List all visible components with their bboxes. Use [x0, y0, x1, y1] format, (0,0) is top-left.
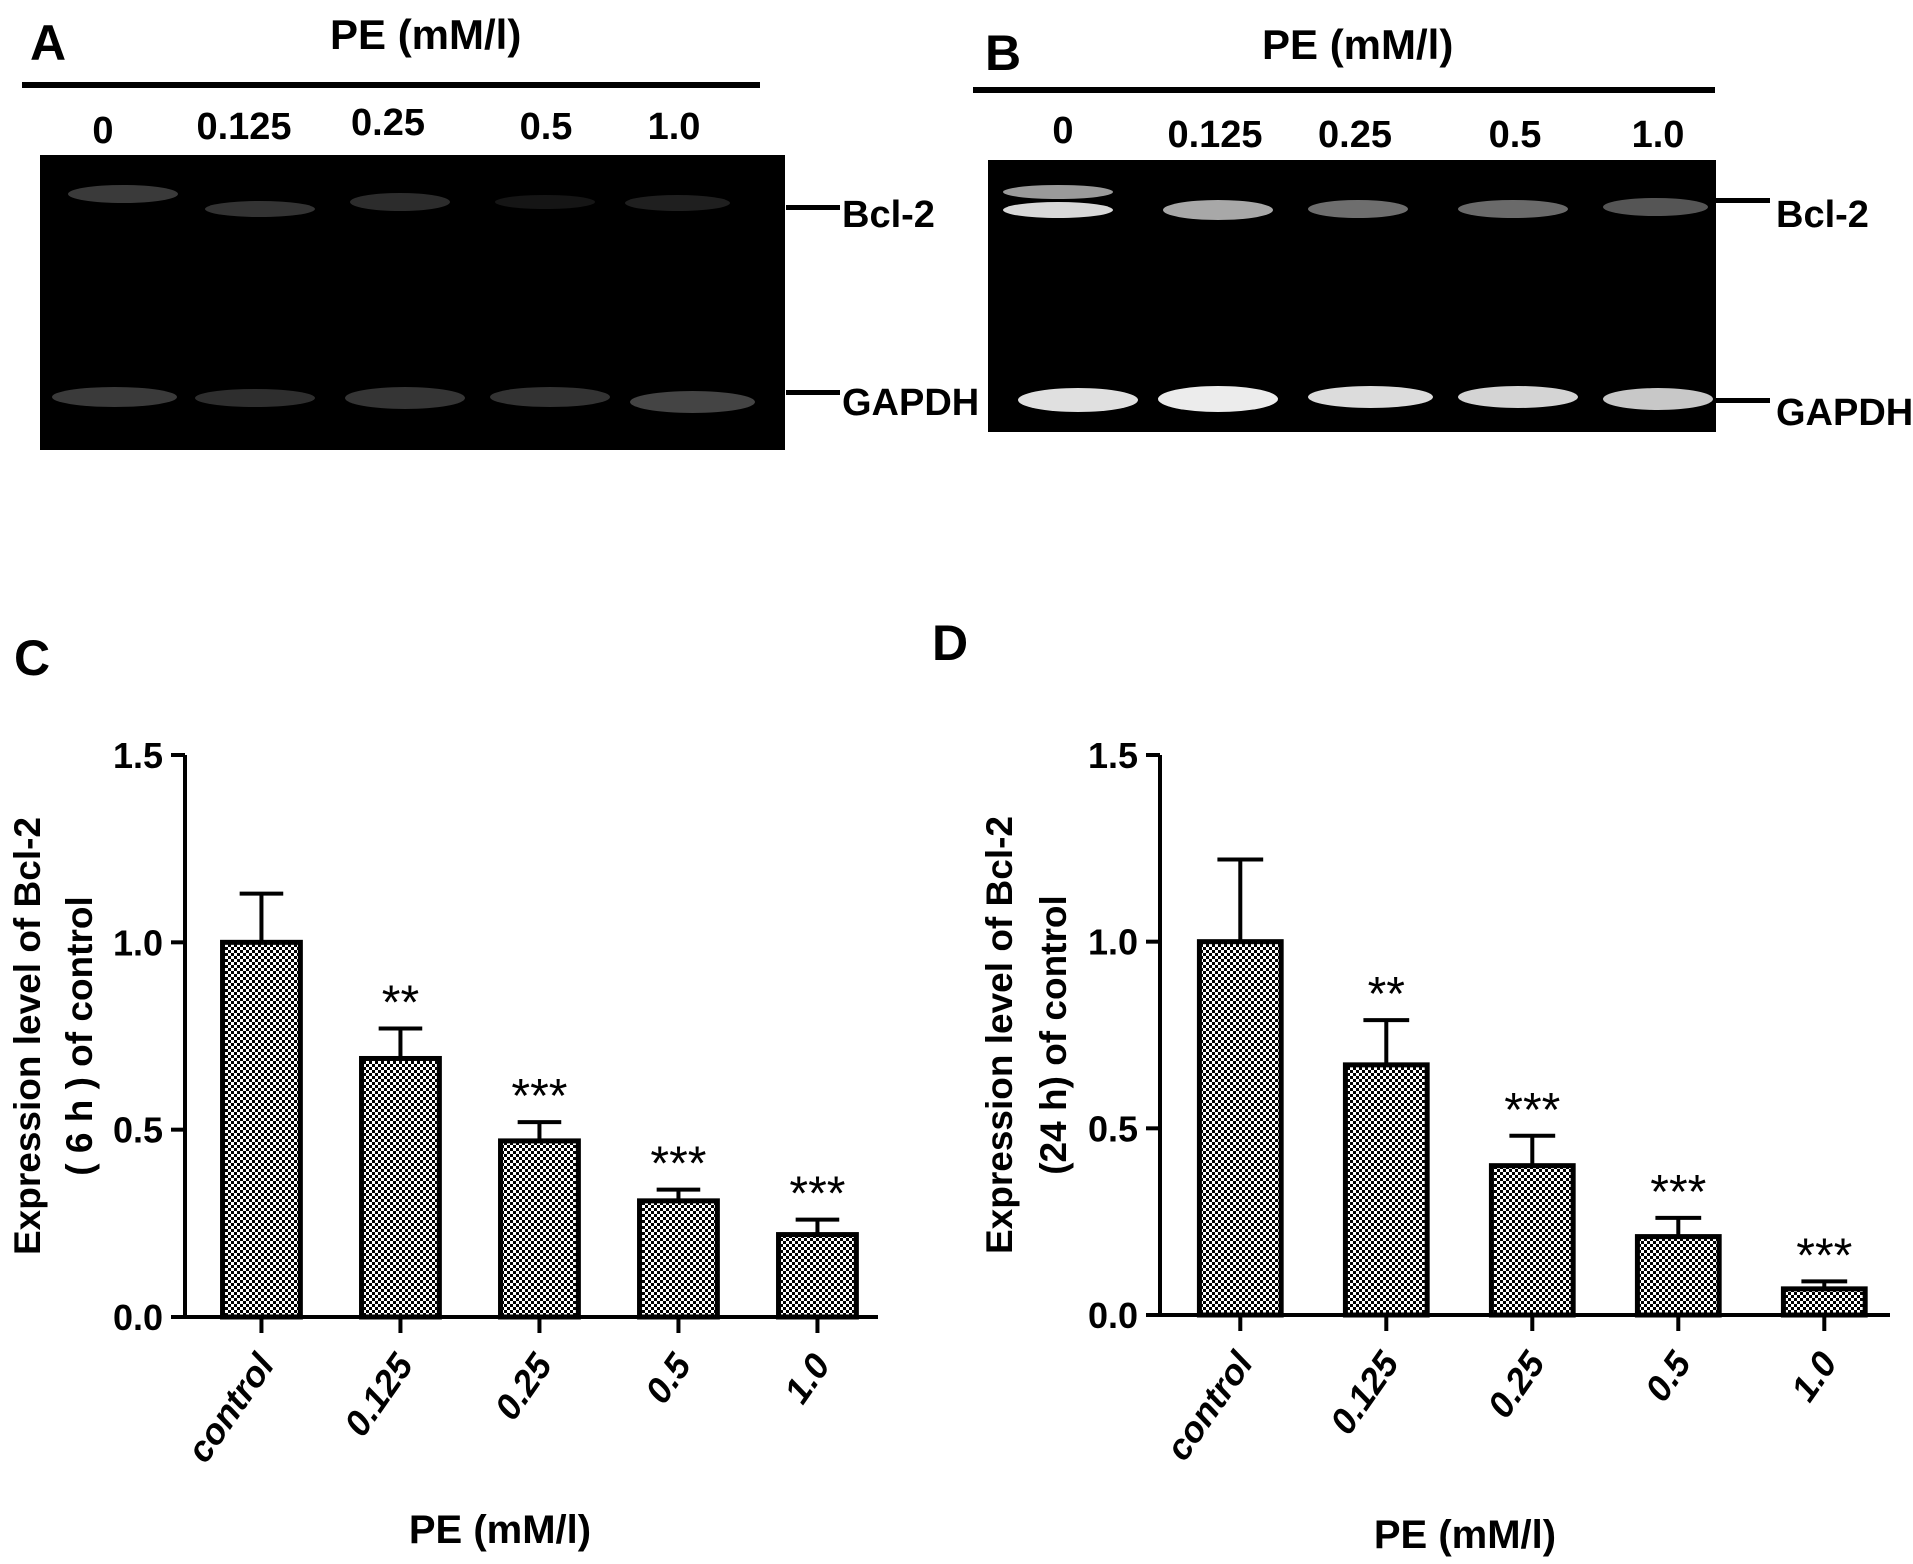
chart-d-bar-chart: 0.0 0.5 1.0 1.5 control 0.125 ** 0.25 *** 0.5 *** 1…	[979, 735, 1890, 1557]
panel-a-gel-image	[40, 155, 785, 450]
x-tick-label: 1.0	[1783, 1344, 1845, 1409]
bar	[637, 1198, 720, 1320]
bar	[1488, 1163, 1576, 1318]
chart-c-bar-chart: 0.0 0.5 1.0 1.5 control 0.125 ** 0.25 *** 0.5 *** 1…	[7, 735, 878, 1552]
gel-band	[1003, 202, 1113, 218]
gel-band	[1603, 388, 1713, 410]
significance-label: ***	[650, 1138, 706, 1191]
y-tick-label: 1.0	[113, 922, 163, 963]
panel-b-title: PE (mM/l)	[1262, 21, 1454, 68]
panel-b-gapdh-label: GAPDH	[1776, 392, 1913, 434]
panel-b-lane-label: 1.0	[1631, 114, 1685, 156]
gel-band	[495, 195, 595, 209]
gel-band	[1018, 388, 1138, 412]
x-tick-label: 0.25	[1479, 1343, 1553, 1425]
panel-a-lane-label: 0.25	[351, 102, 425, 144]
panel-c-letter: C	[14, 630, 51, 686]
bar	[220, 939, 303, 1320]
significance-label: ***	[1504, 1084, 1560, 1137]
y-tick-label: 0.5	[113, 1110, 163, 1151]
x-tick-label: control	[1157, 1343, 1261, 1467]
gel-band	[1308, 200, 1408, 218]
panel-a-title: PE (mM/l)	[330, 11, 522, 58]
significance-label: ***	[789, 1168, 845, 1221]
panel-b-gapdh-marker	[1716, 398, 1770, 403]
gel-band	[205, 201, 315, 217]
y-axis-label: (24 h) of control	[1033, 895, 1074, 1175]
panel-b-bcl2-label: Bcl-2	[1776, 194, 1869, 236]
gel-band	[630, 391, 755, 413]
panel-b-lane-label: 0.125	[1167, 114, 1263, 156]
y-tick-label: 1.5	[1088, 735, 1138, 776]
panel-a-lane-label: 0.5	[519, 106, 573, 148]
gel-band	[1003, 185, 1113, 199]
gel-band	[1603, 198, 1708, 216]
panel-a-letter: A	[30, 15, 67, 71]
panel-b-bcl2-marker	[1716, 198, 1770, 203]
bar	[359, 1055, 442, 1320]
gel-band	[1158, 386, 1278, 412]
panel-b-gel-image	[988, 160, 1716, 432]
bar	[1634, 1234, 1722, 1318]
bar	[1780, 1286, 1868, 1318]
panel-a-gapdh-marker	[786, 390, 840, 395]
panel-a-bcl2-label: Bcl-2	[842, 194, 935, 236]
panel-a-lane-label: 0	[92, 110, 114, 152]
x-tick-label: control	[178, 1345, 282, 1469]
y-tick-label: 0.0	[1088, 1295, 1138, 1336]
x-axis-label: PE (mM/l)	[1374, 1513, 1556, 1557]
significance-label: ***	[1650, 1166, 1706, 1219]
panel-a-lane-label: 1.0	[647, 106, 701, 148]
gel-band	[195, 389, 315, 407]
y-axis-label: ( 6 h ) of control	[59, 896, 100, 1176]
gel-band	[1458, 386, 1578, 408]
gel-band	[345, 387, 465, 409]
panel-a-title-rule	[22, 82, 760, 88]
significance-label: ***	[1796, 1229, 1852, 1282]
x-axis-label: PE (mM/l)	[409, 1508, 591, 1552]
gel-band	[52, 387, 177, 407]
gel-band	[490, 387, 610, 407]
gel-band	[1458, 200, 1568, 218]
y-tick-label: 1.5	[113, 735, 163, 776]
gel-band	[625, 195, 730, 211]
panel-d-letter: D	[932, 615, 969, 671]
x-tick-label: 0.125	[336, 1345, 422, 1443]
x-tick-label: 1.0	[776, 1346, 838, 1411]
gel-band	[1308, 386, 1433, 408]
x-tick-label: 0.25	[486, 1345, 560, 1427]
panel-a-lane-label: 0.125	[196, 106, 292, 148]
y-axis-label: Expression level of Bcl-2	[7, 817, 48, 1255]
x-tick-label: 0.5	[1637, 1343, 1700, 1408]
gel-band	[350, 193, 450, 211]
panel-b-lane-label: 0.5	[1488, 114, 1542, 156]
bar	[1342, 1062, 1430, 1318]
bar	[1196, 939, 1284, 1318]
panel-b-title-rule	[973, 87, 1715, 93]
gel-band	[1163, 200, 1273, 220]
significance-label: **	[382, 977, 419, 1030]
x-tick-label: 0.125	[1322, 1343, 1408, 1441]
bar	[776, 1232, 859, 1320]
panel-b-lane-label: 0.25	[1318, 114, 1392, 156]
gel-band	[68, 185, 178, 203]
panel-b-letter: B	[985, 25, 1022, 81]
x-tick-label: 0.5	[637, 1345, 700, 1410]
y-axis-label: Expression level of Bcl-2	[979, 816, 1020, 1254]
y-tick-label: 1.0	[1088, 922, 1138, 963]
y-tick-label: 0.5	[1088, 1108, 1138, 1149]
bar	[498, 1138, 581, 1320]
significance-label: ***	[511, 1070, 567, 1123]
panel-a-gapdh-label: GAPDH	[842, 382, 980, 424]
panel-b-lane-label: 0	[1052, 110, 1074, 152]
panel-a-bcl2-marker	[786, 205, 840, 210]
significance-label: **	[1368, 968, 1405, 1021]
y-tick-label: 0.0	[113, 1297, 163, 1338]
